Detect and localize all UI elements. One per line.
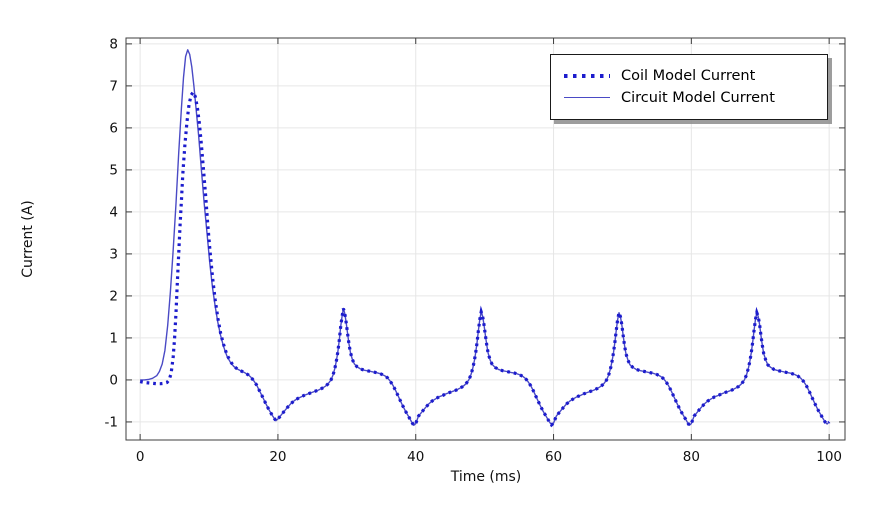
legend-item-circuit: Circuit Model Current <box>564 89 827 106</box>
x-tick-label: 20 <box>269 449 286 465</box>
x-tick-label: 60 <box>545 449 562 465</box>
x-axis-label: Time (ms) <box>450 469 522 485</box>
plot-frame <box>125 37 846 441</box>
y-tick-label: 5 <box>109 162 118 178</box>
y-tick-label: 7 <box>109 78 118 94</box>
legend-item-coil: Coil Model Current <box>564 69 827 84</box>
x-tick-label: 0 <box>136 449 145 465</box>
y-tick-label: 1 <box>109 330 118 346</box>
y-tick-label: 2 <box>109 288 118 304</box>
y-tick-label: 0 <box>109 372 118 388</box>
grid-layer <box>126 38 845 440</box>
legend-label-circuit: Circuit Model Current <box>621 89 775 106</box>
y-tick-label: -1 <box>105 414 118 430</box>
coil-dotted-line-swatch <box>564 74 610 79</box>
circuit-solid-line-swatch <box>564 97 610 99</box>
y-tick-label: 8 <box>109 36 118 52</box>
series-layer <box>139 49 831 428</box>
legend: Coil Model Current Circuit Model Current <box>550 54 828 120</box>
tick-layer <box>126 38 845 440</box>
x-tick-label: 100 <box>816 449 842 465</box>
x-tick-label: 40 <box>407 449 424 465</box>
x-tick-label: 80 <box>683 449 700 465</box>
y-tick-label: 6 <box>109 120 118 136</box>
y-axis-label: Current (A) <box>20 200 36 278</box>
legend-label-coil: Coil Model Current <box>621 68 756 84</box>
y-tick-label: 3 <box>109 246 118 262</box>
y-tick-label: 4 <box>109 204 118 220</box>
tick-label-layer: 0 20 40 60 80 100 -1 0 1 2 3 4 5 6 7 8 <box>105 36 843 465</box>
series-path-coil <box>139 89 831 428</box>
